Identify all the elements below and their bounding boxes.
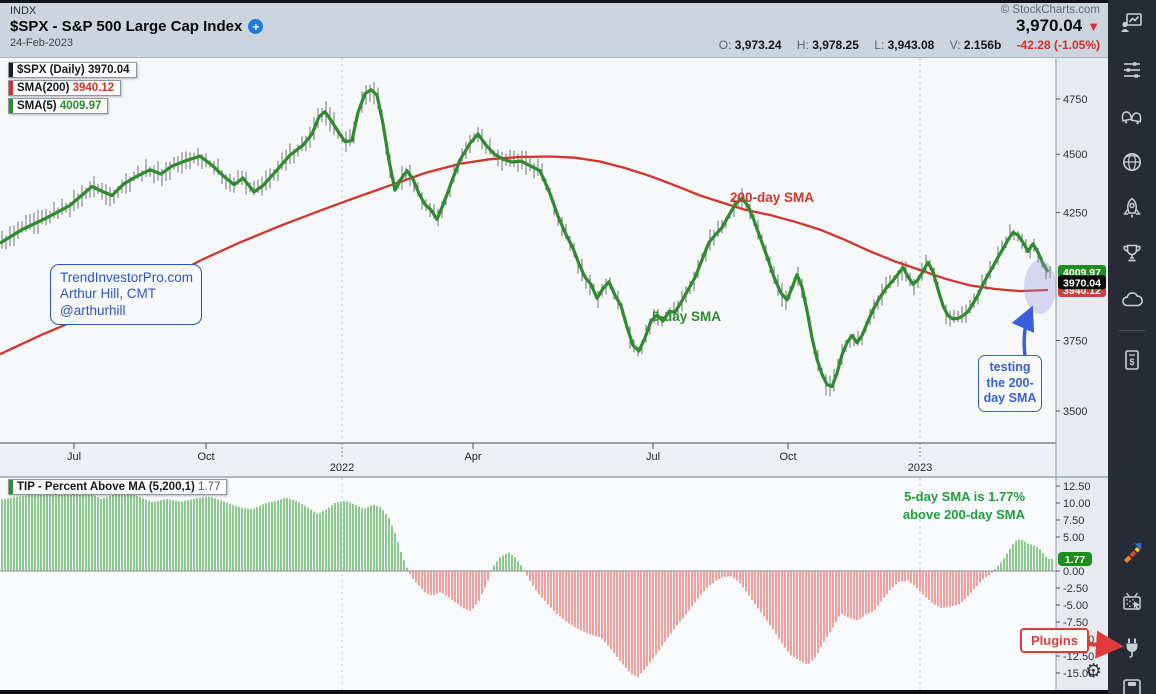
plugin-plug-icon[interactable]	[1120, 636, 1144, 660]
indicator-axis-label: 10.00	[1063, 498, 1091, 510]
legend-value: 3940.12	[72, 82, 115, 94]
svg-text:$: $	[1129, 357, 1134, 367]
testing-arrow	[1011, 305, 1035, 357]
legend-label: TIP - Percent Above MA (5,200,1)	[17, 481, 195, 493]
invoice-icon[interactable]: $	[1120, 348, 1144, 372]
legend-swatch	[9, 63, 13, 77]
sma200-line	[0, 155, 1049, 356]
sliders-icon[interactable]	[1120, 58, 1144, 82]
indicator-axis-label: -7.50	[1063, 617, 1088, 629]
floppy-icon[interactable]	[1120, 678, 1144, 694]
sidebar-toolbar: $	[1108, 0, 1156, 694]
annotation-line: Arthur Hill, CMT	[60, 286, 157, 302]
instructor-chart-icon[interactable]	[1120, 10, 1144, 34]
price-axis-label: 3500	[1063, 406, 1087, 418]
legend-swatch	[9, 99, 13, 113]
x-axis-label: Oct	[779, 451, 796, 463]
sidebar-divider	[1119, 330, 1145, 331]
legend-label: SMA(200)	[17, 82, 70, 94]
high-value: 3,978.25	[812, 38, 859, 52]
indicator-axis-label: 7.50	[1063, 515, 1084, 527]
legend-sma5[interactable]: SMA(5) 4009.97	[8, 98, 109, 114]
indicator-legend[interactable]: TIP - Percent Above MA (5,200,1) 1.77	[8, 479, 228, 495]
chart-settings-gear-icon[interactable]: ⚙	[1085, 660, 1103, 682]
main-chart-legend: $SPX (Daily) 3970.04 SMA(200) 3940.12 SM…	[8, 62, 137, 116]
globe-icon[interactable]	[1120, 150, 1144, 174]
price-and-indicator-chart[interactable]: 4750 4500 4250 3750 3500 Jul Oct 2022 Apr Jul Oct 2…	[0, 58, 1108, 694]
low-value: 3,943.08	[887, 38, 935, 52]
x-axis-label: Oct	[197, 451, 214, 463]
change-value: -42.28 (-1.05%)	[1016, 38, 1100, 52]
chart-date: 24-Feb-2023	[10, 37, 73, 49]
price-axis-label: 4500	[1063, 149, 1087, 161]
tv-static-icon[interactable]	[1120, 590, 1144, 614]
svg-text:1.77: 1.77	[1065, 554, 1086, 566]
indicator-axis-label: -12.50	[1063, 651, 1094, 663]
sma5-label: 5-day SMA	[652, 309, 722, 324]
chart-region[interactable]: 4750 4500 4250 3750 3500 Jul Oct 2022 Apr Jul Oct 2…	[0, 58, 1108, 694]
volume-value: 2.156b	[963, 38, 1002, 52]
legend-swatch	[9, 480, 13, 494]
annotation-line: TrendInvestorPro.com	[60, 270, 194, 285]
legend-swatch	[9, 81, 13, 95]
legend-value: 4009.97	[59, 100, 102, 112]
top-strip	[0, 0, 1108, 3]
indicator-axis-label: -15.00	[1063, 668, 1094, 680]
svg-text:3970.04: 3970.04	[1063, 277, 1101, 289]
indicator-axis-label: 12.50	[1063, 481, 1091, 493]
cloud-icon[interactable]	[1120, 288, 1144, 312]
acp-arrow-icon[interactable]	[1120, 540, 1144, 564]
sma5-line	[0, 88, 1050, 389]
price-axis-label: 4250	[1063, 208, 1087, 220]
high-label: H:	[796, 38, 809, 52]
chart-header: INDX $SPX - S&P 500 Large Cap Index + 24…	[0, 3, 1108, 58]
x-axis-label: Jul	[646, 451, 660, 463]
last-price: 3,970.04	[1015, 16, 1083, 35]
percent-above-ma-histogram	[1, 488, 1053, 678]
legend-label: $SPX (Daily)	[17, 64, 85, 76]
legend-spx[interactable]: $SPX (Daily) 3970.04	[8, 62, 137, 78]
year-axis-label: 2023	[908, 462, 932, 474]
indicator-axis-label: 0.00	[1063, 566, 1084, 578]
legend-label: SMA(5)	[17, 100, 57, 112]
indicator-value-pill	[1058, 551, 1092, 566]
open-label: O:	[718, 38, 732, 52]
last-price-pill	[1058, 275, 1106, 290]
legend-value: 3970.04	[87, 64, 130, 76]
legend-sma200[interactable]: SMA(200) 3940.12	[8, 80, 122, 96]
indicator-note: 5-day SMA is 1.77% above 200-day SMA	[902, 489, 1025, 522]
x-axis-label: Jul	[67, 451, 81, 463]
highlight-ellipse	[1024, 260, 1056, 314]
testing-sma-annotation: testing the 200-day SMA	[978, 355, 1042, 412]
plugins-annotation: Plugins	[1020, 628, 1089, 653]
copyright: © StockCharts.com	[1000, 4, 1100, 16]
volume-label: V:	[949, 38, 961, 52]
indicator-axis-label: -5.00	[1063, 600, 1088, 612]
indicator-axis-label: 5.00	[1063, 532, 1084, 544]
x-axis-label: Apr	[464, 451, 481, 463]
add-symbol-icon[interactable]: +	[248, 19, 264, 34]
symbol-title: $SPX - S&P 500 Large Cap Index	[10, 18, 243, 35]
ohlc-row: O: 3,973.24 H: 3,978.25 L: 3,943.08 V: 2…	[707, 38, 1100, 52]
exchange-label: INDX	[10, 5, 37, 17]
sma200-label: 200-day SMA	[730, 190, 815, 205]
rocket-icon[interactable]	[1120, 196, 1144, 220]
price-axis-label: 4750	[1063, 94, 1087, 106]
alerts-bells-icon[interactable]	[1120, 105, 1144, 129]
low-label: L:	[874, 38, 885, 52]
indicator-axis-label: -2.50	[1063, 583, 1088, 595]
price-axis-label: 3750	[1063, 336, 1087, 348]
year-axis-label: 2022	[330, 462, 354, 474]
trophy-icon[interactable]	[1120, 241, 1144, 265]
open-value: 3,973.24	[734, 38, 782, 52]
legend-value: 1.77	[198, 481, 221, 493]
annotation-line: @arthurhill	[60, 302, 126, 318]
trendinvestor-annotation: TrendInvestorPro.com Arthur Hill, CMT @a…	[50, 264, 202, 326]
down-triangle-icon: ▼	[1087, 19, 1100, 34]
